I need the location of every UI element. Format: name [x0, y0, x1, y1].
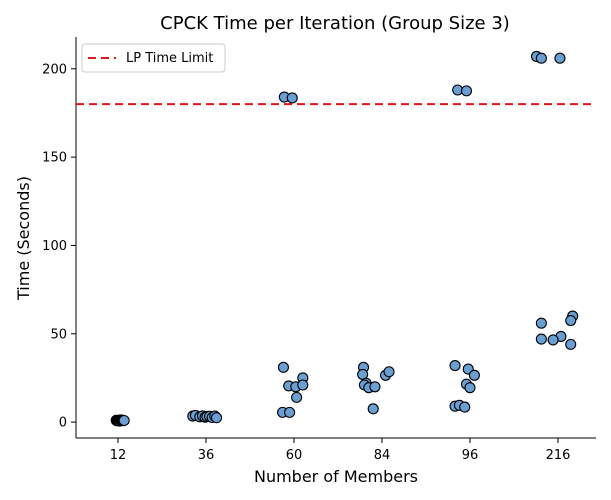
y-tick-label: 100 [42, 239, 67, 254]
plot-area: 0 50 100 150 200 12 36 60 84 96 216 [42, 37, 596, 463]
chart-title: CPCK Time per Iteration (Group Size 3) [160, 13, 510, 34]
data-point [459, 401, 471, 413]
data-point [297, 379, 309, 391]
data-point [286, 92, 298, 104]
x-tick-label: 84 [374, 448, 391, 463]
data-point [211, 412, 223, 424]
y-tick-label: 150 [42, 151, 67, 166]
data-point [535, 52, 547, 64]
data-point [468, 369, 480, 381]
legend-box [81, 43, 226, 73]
x-tick-label: 36 [198, 448, 215, 463]
data-point [291, 391, 303, 403]
data-point [547, 334, 559, 346]
data-point [383, 366, 395, 378]
data-point [554, 52, 566, 64]
legend-label: LP Time Limit [126, 51, 213, 66]
y-tick-label: 0 [59, 416, 67, 431]
data-point [535, 317, 547, 329]
x-tick-label: 60 [286, 448, 303, 463]
data-point [449, 360, 461, 372]
x-axis-label: Number of Members [254, 467, 418, 486]
data-point [535, 333, 547, 345]
data-point [367, 403, 379, 415]
y-ticks: 0 50 100 150 200 [42, 62, 76, 431]
y-tick-label: 50 [50, 327, 67, 342]
y-axis-label: Time (Seconds) [14, 176, 33, 301]
x-tick-label: 12 [110, 448, 127, 463]
data-point [565, 338, 577, 350]
legend: LP Time Limit [81, 43, 226, 73]
data-points [110, 50, 579, 427]
data-point [464, 382, 476, 394]
data-point [369, 381, 381, 393]
y-tick-label: 200 [42, 62, 67, 77]
x-tick-label: 96 [462, 448, 479, 463]
x-tick-label: 216 [546, 448, 571, 463]
data-point [460, 85, 473, 97]
data-point [277, 361, 289, 373]
data-point [118, 414, 130, 427]
data-point [565, 314, 577, 327]
x-ticks: 12 36 60 84 96 216 [110, 438, 571, 463]
data-point [284, 406, 296, 418]
